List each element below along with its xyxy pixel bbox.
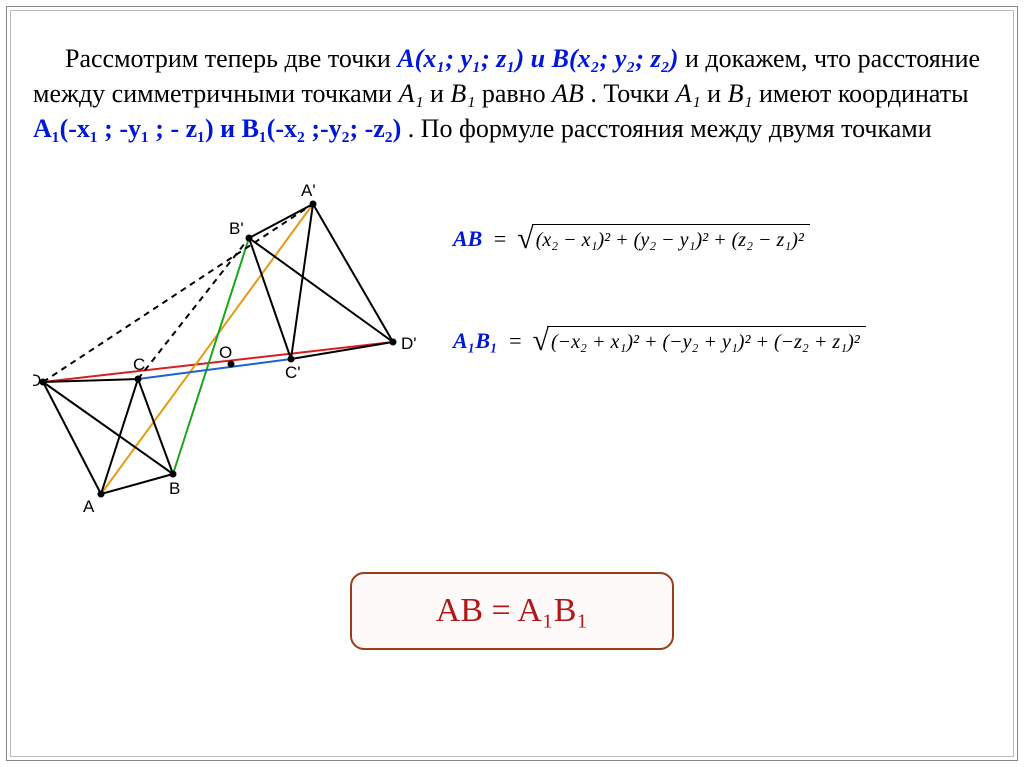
formula-a1b1-rad: (−x₂ + x₁)² + (−y₂ + y₁)² + (−z₂ + z₁)² [547,326,866,356]
a1: A₁ [399,79,424,108]
b1: B₁ [450,79,475,108]
result-text: AB = A₁B₁ [436,592,588,629]
text: и [430,79,450,108]
result-box: AB = A₁B₁ [350,572,674,650]
b1-2: B₁ [728,79,753,108]
svg-text:C: C [133,355,145,374]
text: и [707,79,727,108]
svg-text:D': D' [401,334,417,353]
points-ab: A(x₁; y₁; z₁) и B(x₂; y₂; z₂) [397,44,678,73]
text: . По формуле расстояния между двумя точк… [408,114,932,143]
svg-text:A: A [83,497,95,516]
formula-ab-rad: (x₂ − x₁)² + (y₂ − y₁)² + (z₂ − z₁)² [532,224,810,254]
geometry-diagram: D C B A O A' B' C' D' [33,164,453,524]
ab: AB [552,79,584,108]
main-paragraph: Рассмотрим теперь две точки A(x₁; y₁; z₁… [33,41,991,146]
text: . Точки [590,79,675,108]
svg-text:C': C' [285,363,301,382]
formula-ab: AB = √ (x₂ − x₁)² + (y₂ − y₁)² + (z₂ − z… [453,224,991,254]
text: Рассмотрим теперь две точки [65,44,397,73]
svg-text:A': A' [301,181,316,200]
formula-ab-lhs: AB [453,226,482,252]
svg-text:O: O [219,343,232,362]
svg-text:B': B' [229,219,244,238]
svg-text:D: D [33,371,41,390]
formula-a1b1-lhs: A₁B₁ [453,328,498,354]
coords-a1: A₁(-x₁ ; -y₁ ; - z₁) [33,114,214,143]
svg-text:B: B [169,479,180,498]
coords-b1: B₁(-x₂ ;-y₂; -z₂) [242,114,402,143]
text: равно [482,79,552,108]
and: и [220,114,241,143]
a1-2: A₁ [676,79,701,108]
text: имеют координаты [759,79,969,108]
formula-a1b1: A₁B₁ = √ (−x₂ + x₁)² + (−y₂ + y₁)² + (−z… [453,326,991,356]
